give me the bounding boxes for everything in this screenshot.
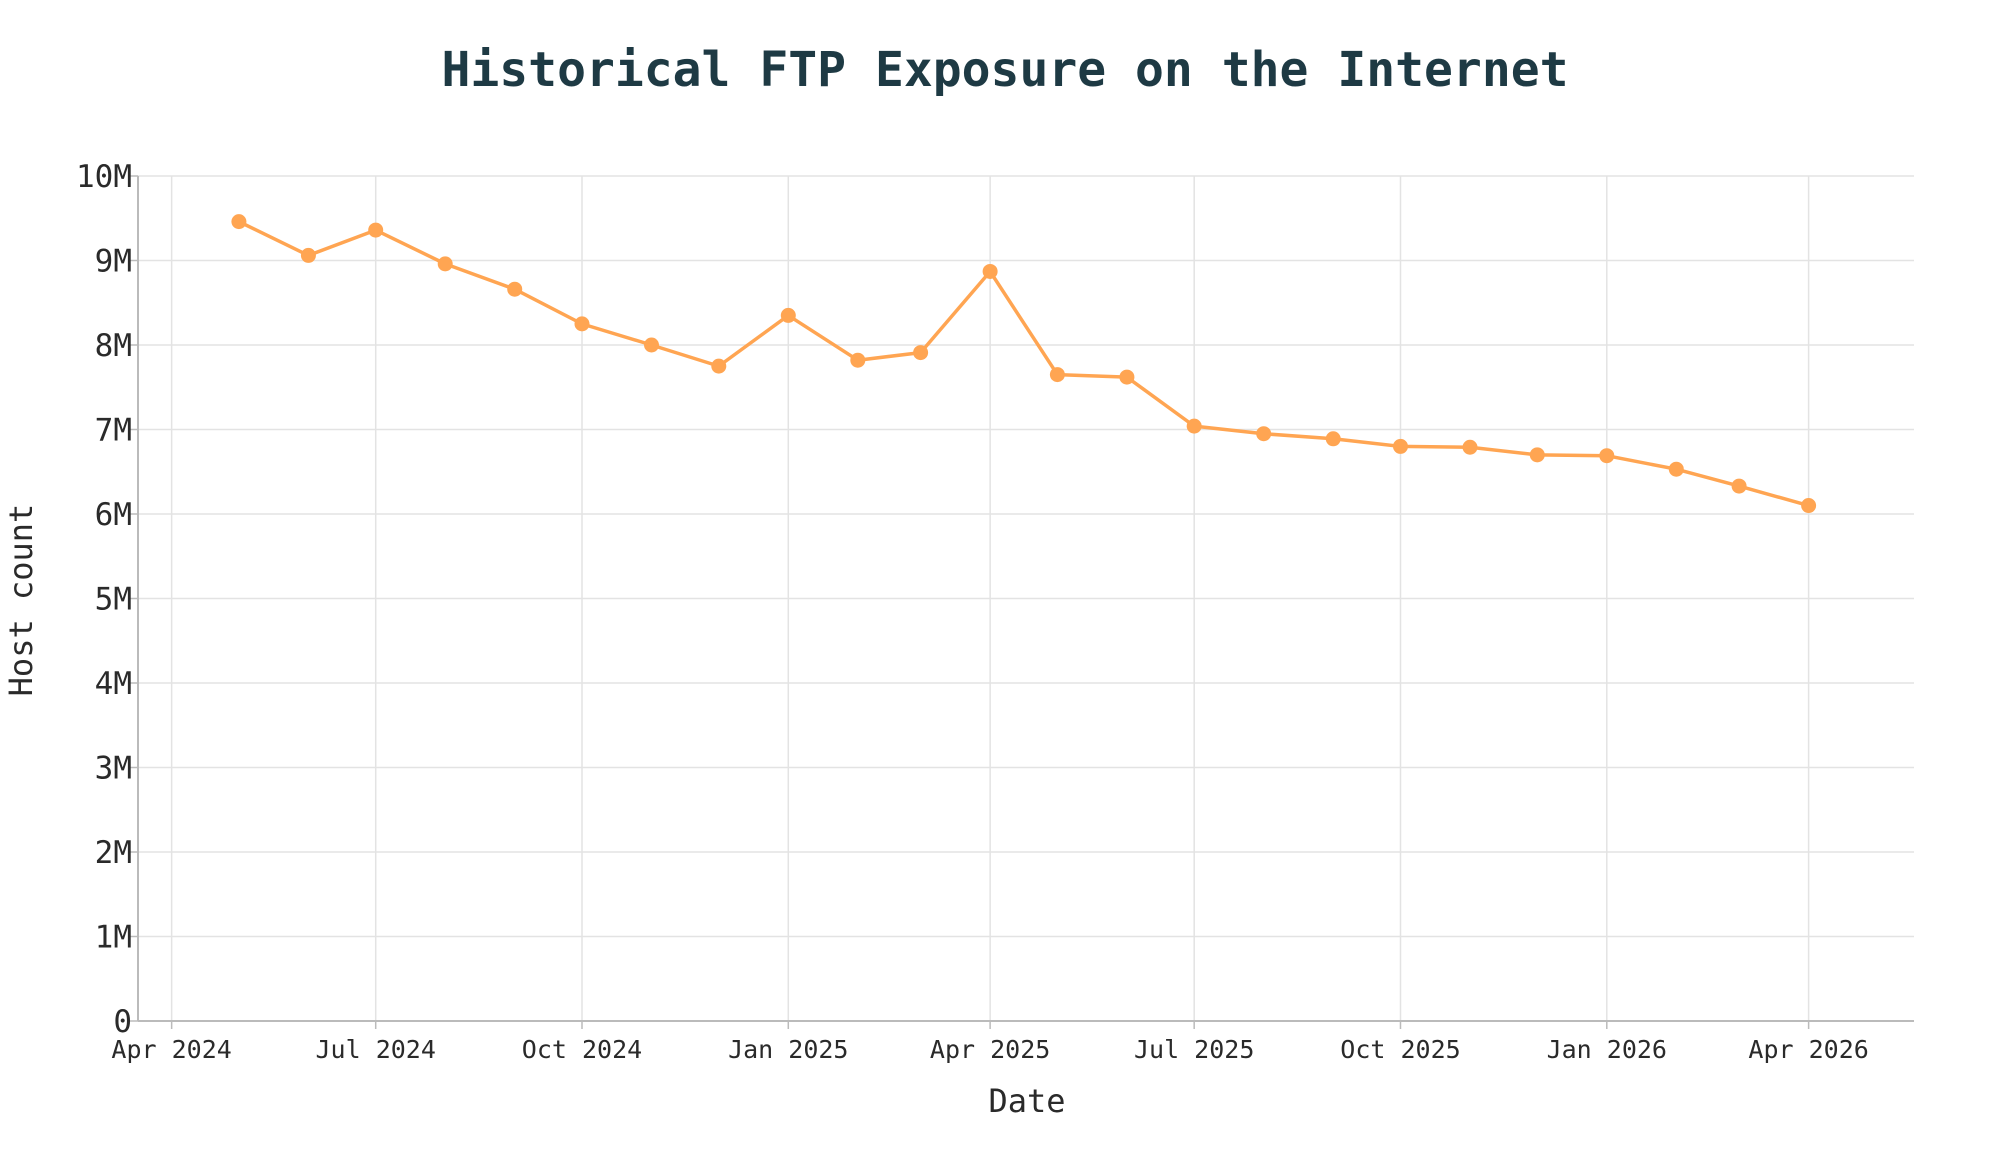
x-axis-ticks: Apr 2024 Jul 2024 Oct 2024 Jan 2025 Apr 2025…: [111, 1021, 1869, 1064]
y-tick-label: 3M: [95, 751, 132, 787]
x-tick-label: Jan 2026: [1547, 1035, 1667, 1064]
data-point: [1119, 369, 1135, 385]
series-host-count: [231, 214, 1817, 514]
data-point: [300, 247, 316, 263]
y-tick-label: 8M: [95, 328, 132, 364]
data-point: [711, 358, 727, 374]
gridlines: [138, 175, 1914, 1021]
x-tick-label: Oct 2024: [522, 1035, 642, 1064]
data-point: [982, 263, 998, 279]
data-point: [913, 345, 929, 361]
y-tick-label: 9M: [95, 244, 132, 280]
data-point: [1599, 448, 1615, 464]
y-tick-label: 2M: [95, 835, 132, 871]
data-point: [1325, 431, 1341, 447]
data-point: [780, 307, 796, 323]
data-point: [644, 337, 660, 353]
y-axis-ticks: 0 1M 2M 3M 4M 5M 6M 7M 8M 9M 10M: [76, 159, 138, 1040]
y-tick-label: 10M: [76, 159, 132, 195]
x-tick-label: Apr 2024: [111, 1035, 231, 1064]
x-tick-label: Apr 2026: [1748, 1035, 1868, 1064]
data-point: [850, 352, 866, 368]
data-point: [231, 214, 247, 230]
x-tick-label: Oct 2025: [1340, 1035, 1460, 1064]
data-point: [1256, 426, 1272, 442]
y-tick-label: 0: [113, 1004, 132, 1040]
y-tick-label: 6M: [95, 497, 132, 533]
data-point: [507, 281, 523, 297]
data-point: [437, 256, 453, 272]
y-tick-label: 7M: [95, 413, 132, 449]
data-point: [1731, 478, 1747, 494]
y-tick-label: 1M: [95, 920, 132, 956]
x-axis-title: Date: [988, 1082, 1065, 1120]
data-point: [368, 222, 384, 238]
x-tick-label: Jul 2024: [315, 1035, 435, 1064]
data-point: [574, 316, 590, 332]
y-axis-title: Host count: [2, 504, 40, 697]
data-point: [1049, 367, 1065, 383]
x-tick-label: Jul 2025: [1134, 1035, 1254, 1064]
data-point: [1529, 447, 1545, 463]
x-tick-label: Apr 2025: [930, 1035, 1050, 1064]
data-point: [1668, 461, 1684, 477]
data-point: [1462, 439, 1478, 455]
x-tick-label: Jan 2025: [728, 1035, 848, 1064]
series-line: [238, 220, 1810, 508]
y-tick-label: 4M: [95, 666, 132, 702]
data-point: [1392, 438, 1408, 454]
chart-title: Historical FTP Exposure on the Internet: [441, 42, 1568, 98]
y-tick-label: 5M: [95, 582, 132, 618]
data-point: [1801, 498, 1817, 514]
data-point: [1186, 418, 1202, 434]
